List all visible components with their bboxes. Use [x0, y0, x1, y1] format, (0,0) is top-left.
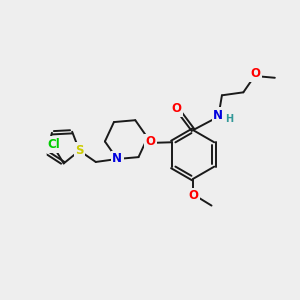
Text: H: H: [226, 114, 234, 124]
Text: O: O: [171, 102, 181, 115]
Text: N: N: [112, 152, 122, 166]
Text: O: O: [251, 68, 261, 80]
Text: O: O: [146, 136, 156, 148]
Text: Cl: Cl: [47, 138, 60, 151]
Text: N: N: [213, 109, 224, 122]
Text: O: O: [188, 189, 198, 202]
Text: S: S: [75, 144, 84, 157]
